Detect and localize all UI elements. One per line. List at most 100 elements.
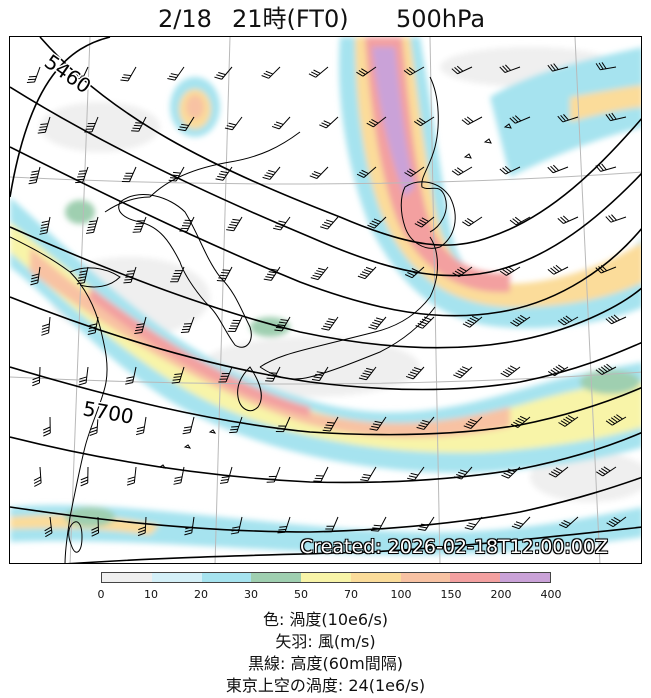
wind-barb [41, 316, 51, 336]
colorbar-tick-label: 150 [440, 588, 462, 601]
colorbar-tick-label: 200 [490, 588, 512, 601]
colorbar-tick-label: 20 [194, 588, 208, 601]
wind-barb [358, 366, 377, 381]
wind-barb [313, 466, 329, 482]
wind-barb [605, 314, 627, 325]
wind-barb [91, 516, 100, 537]
title-time: 21時(FT0) [232, 5, 349, 33]
wind-barb [415, 316, 435, 329]
wind-barb [32, 366, 41, 387]
wind-barb [125, 366, 137, 385]
wind-barb [170, 266, 185, 283]
wind-barb [87, 316, 99, 335]
wind-barb [137, 516, 147, 537]
wind-barb [37, 116, 51, 134]
wind-barb [558, 415, 579, 427]
wind-barb [123, 266, 137, 284]
wind-barb [511, 516, 531, 530]
wind-barb [131, 116, 147, 132]
wind-barb [321, 316, 339, 331]
wind-barb [271, 116, 291, 130]
wind-barb [499, 64, 521, 73]
wind-barb [274, 316, 291, 332]
wind-barb [266, 466, 281, 483]
wind-barb [120, 66, 137, 82]
wind-barb [417, 516, 435, 531]
wind-barb [404, 166, 425, 177]
wind-barb [180, 316, 195, 333]
wind-barb [404, 266, 425, 279]
wind-barb [73, 66, 89, 83]
wind-barb [215, 166, 233, 181]
title-level: 500hPa [396, 5, 486, 33]
wind-barb [219, 466, 233, 484]
wind-barb [605, 414, 627, 426]
contour-label-5460: 5460 [40, 49, 95, 98]
wind-barb [461, 116, 483, 125]
colorbar-segment [400, 573, 451, 582]
colorbar-segment [151, 573, 202, 582]
wind-barb [263, 266, 281, 281]
wind-barb [596, 466, 617, 477]
wind-barb [320, 216, 339, 230]
wind-barb [595, 265, 617, 274]
wind-barb [464, 516, 483, 531]
wind-barb [452, 266, 473, 278]
wind-barb [547, 63, 569, 72]
wind-barb [218, 366, 233, 383]
wind-barb [78, 366, 89, 386]
wind-barb [605, 214, 627, 223]
wind-barb [595, 62, 617, 71]
colorbar-segment [251, 573, 302, 582]
wind-barb [168, 166, 185, 182]
wind-barb [39, 216, 51, 235]
wind-barb [28, 166, 41, 185]
wind-barb [463, 416, 483, 429]
wind-barb [26, 66, 41, 83]
wind-barb [309, 166, 329, 179]
wind-barb [177, 116, 195, 132]
wind-barb [132, 216, 147, 233]
colorbar-tick-label: 50 [294, 588, 308, 601]
vorticity-colorbar [101, 572, 551, 583]
wind-barb [216, 266, 233, 282]
legend-tokyo-vorticity: 東京上空の渦度: 24(1e6/s) [225, 676, 426, 695]
wind-barb [89, 416, 99, 436]
colorbar-segment [201, 573, 252, 582]
wind-barb [273, 216, 291, 231]
wind-barb [85, 216, 99, 234]
wind-barb [499, 265, 521, 276]
wind-barb [605, 112, 627, 122]
wind-barb [547, 364, 569, 377]
wind-barb [173, 466, 185, 485]
wind-barb [184, 516, 195, 536]
wind-barb [275, 416, 291, 433]
wind-barb [277, 516, 291, 534]
colorbar-segment [102, 573, 152, 582]
wind-barb [510, 314, 531, 327]
wind-barb [405, 366, 425, 380]
wind-barb [324, 516, 339, 533]
colorbar-segment [450, 573, 501, 582]
wind-barb [454, 466, 473, 480]
wind-barb [557, 215, 579, 224]
wind-barb [451, 65, 473, 75]
wind-barb [227, 316, 243, 333]
wind-barb [229, 416, 243, 434]
colorbar-segment [500, 573, 551, 582]
contour-label-5700: 5700 [81, 396, 135, 428]
wind-barb [43, 416, 51, 437]
colorbar-tick-label: 100 [390, 588, 412, 601]
wind-barb [462, 315, 483, 328]
legend-wind-barbs: 矢羽: 風(m/s) [275, 632, 376, 651]
wind-barb [311, 366, 329, 382]
wind-barb [214, 66, 233, 80]
wind-barb [33, 466, 42, 487]
wind-barb [369, 416, 387, 431]
wind-barb [356, 66, 377, 77]
wind-barb [366, 116, 387, 128]
wind-barb [500, 365, 521, 378]
wind-barb [226, 216, 243, 232]
weather-map[interactable]: 5460 5700 [9, 36, 642, 564]
colorbar-segment [350, 573, 401, 582]
